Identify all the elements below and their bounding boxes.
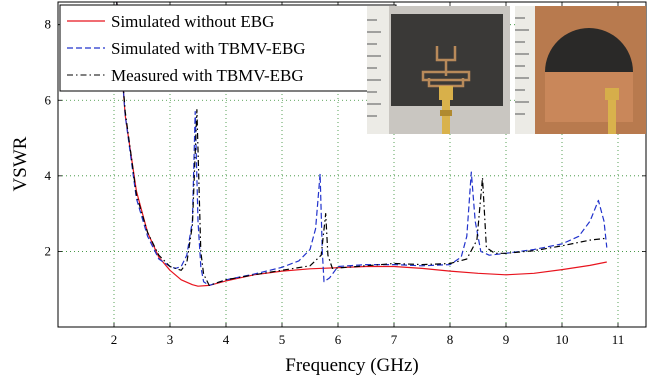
legend-label-measured-with-tbmv-ebg: Measured with TBMV-EBG xyxy=(111,66,304,85)
x-axis-label: Frequency (GHz) xyxy=(285,355,418,376)
x-tick-label: 11 xyxy=(612,332,625,347)
y-axis-label: VSWR xyxy=(10,136,31,191)
y-tick-label: 4 xyxy=(45,168,52,183)
x-tick-label: 8 xyxy=(447,332,454,347)
antenna-back-image xyxy=(515,6,646,134)
legend-label-simulated-with-tbmv-ebg: Simulated with TBMV-EBG xyxy=(111,39,306,58)
x-tick-label: 3 xyxy=(167,332,174,347)
x-tick-label: 10 xyxy=(556,332,569,347)
x-tick-label: 6 xyxy=(335,332,342,347)
antenna-front-photo xyxy=(367,6,510,134)
series-line-simulated-with-tbmv-ebg xyxy=(116,2,608,286)
x-tick-label: 2 xyxy=(111,332,118,347)
ticks: 2 3 4 5 6 7 8 9 10 11 2 4 6 8 xyxy=(45,2,646,347)
legend: Simulated without EBG Simulated with TBM… xyxy=(59,4,397,92)
x-tick-label: 4 xyxy=(223,332,230,347)
legend-box xyxy=(59,4,397,92)
plot-frame xyxy=(57,1,647,328)
x-tick-label: 7 xyxy=(391,332,398,347)
y-tick-label: 6 xyxy=(45,92,52,107)
antenna-back-photo xyxy=(515,6,646,134)
series-line-simulated-without-ebg xyxy=(116,2,607,287)
series-lines xyxy=(116,2,608,287)
y-tick-label: 8 xyxy=(45,17,52,32)
x-tick-label: 5 xyxy=(279,332,286,347)
y-tick-label: 2 xyxy=(45,243,52,258)
legend-label-simulated-without-ebg: Simulated without EBG xyxy=(111,12,274,31)
series-line-measured-with-tbmv-ebg xyxy=(116,2,607,286)
x-tick-label: 9 xyxy=(503,332,510,347)
antenna-front-image xyxy=(367,6,510,134)
